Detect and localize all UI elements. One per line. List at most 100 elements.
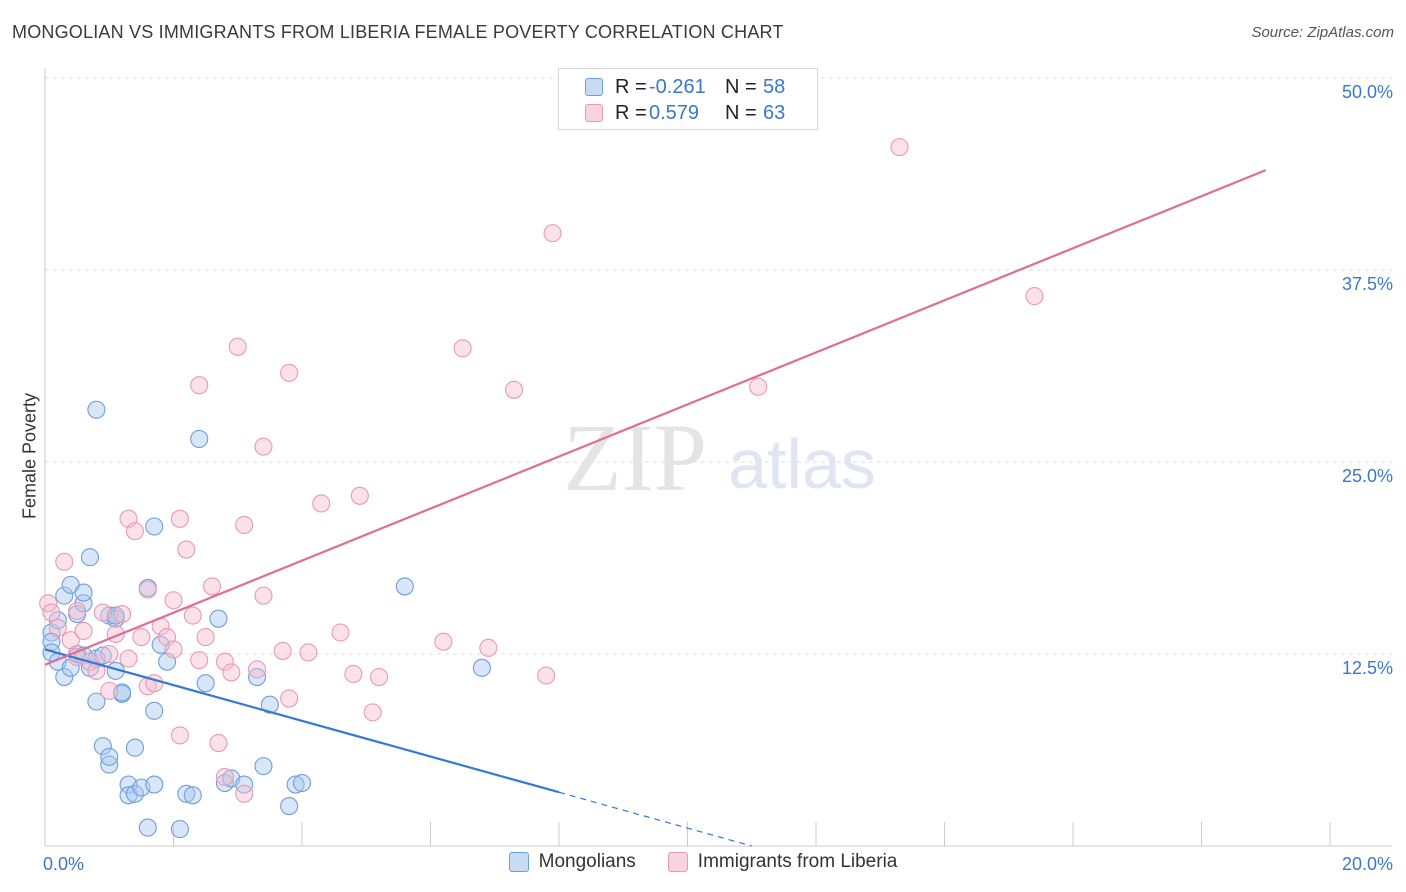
mongolians-point — [100, 747, 119, 766]
mongolians-point — [472, 658, 491, 677]
liberia-point — [273, 641, 292, 660]
liberia-point — [209, 734, 228, 753]
liberia-point — [370, 667, 389, 687]
liberia-point — [299, 643, 318, 662]
mongolians-point — [145, 701, 164, 720]
mongolians-point — [235, 775, 254, 794]
liberia-point — [344, 664, 363, 684]
mongolians-point — [286, 775, 305, 794]
liberia-point — [254, 586, 273, 605]
mongolians-point — [125, 738, 144, 757]
x-tick-label: 0.0% — [43, 854, 84, 874]
mongolians-point — [93, 737, 112, 756]
legend-n-value: 58 — [763, 75, 786, 98]
legend-r-label: R = — [615, 75, 647, 98]
mongolians-point — [74, 594, 93, 613]
liberia-point — [74, 621, 93, 641]
legend-swatch-mongolians — [585, 78, 603, 96]
liberia-point — [215, 652, 234, 671]
mongolians-point — [55, 667, 74, 687]
liberia-point — [312, 494, 331, 513]
liberia-point — [177, 540, 196, 559]
liberia-point — [42, 603, 61, 622]
liberia-point — [222, 663, 241, 682]
liberia-point — [190, 376, 209, 395]
liberia-point — [119, 649, 138, 668]
liberia-point — [132, 628, 151, 647]
series-legend-mongolians[interactable]: Mongolians — [508, 851, 636, 873]
series-legend-swatch — [508, 852, 529, 872]
series-liberia — [39, 138, 1044, 803]
legend-swatch-liberia — [585, 104, 603, 122]
mongolians-point — [170, 820, 189, 839]
mongolians-point — [190, 429, 209, 449]
liberia-point — [48, 618, 67, 637]
series-legend: Mongolians Immigrants from Liberia — [0, 851, 1406, 873]
mongolians-point — [138, 818, 157, 837]
series-legend-label: Mongolians — [538, 851, 636, 872]
trend-lines — [44, 169, 1267, 847]
liberia-point — [93, 603, 112, 622]
y-tick-label: 37.5% — [1342, 274, 1393, 294]
liberia-point — [164, 640, 183, 659]
y-tick-label: 25.0% — [1342, 466, 1393, 486]
source-label: Source: ZipAtlas.com — [1251, 24, 1394, 41]
mongolians-trend-line — [44, 648, 560, 794]
mongolians-point — [292, 773, 312, 793]
liberia-point — [331, 623, 350, 642]
chart-title: MONGOLIAN VS IMMIGRANTS FROM LIBERIA FEM… — [12, 22, 784, 42]
watermark: ZIP atlas — [563, 404, 876, 511]
mongolians-point — [55, 586, 74, 605]
watermark-zip: ZIP — [563, 404, 707, 511]
liberia-trend-line — [44, 169, 1267, 666]
series-legend-liberia[interactable]: Immigrants from Liberia — [667, 851, 898, 873]
mongolians-point — [100, 755, 119, 774]
legend-row-liberia: R = 0.579 N = 63 — [585, 101, 785, 125]
mongolians-trend-extension — [558, 791, 752, 847]
mongolians-point — [395, 577, 414, 596]
grid-lines — [45, 77, 1392, 655]
liberia-point — [543, 224, 562, 243]
liberia-point — [203, 577, 222, 596]
liberia-point — [68, 601, 87, 621]
liberia-point — [113, 605, 132, 624]
mongolians-point — [80, 548, 100, 567]
liberia-point — [228, 337, 247, 356]
tick-labels: 12.5% 25.0% 37.5% 50.0% 0.0% 20.0% — [43, 82, 1393, 874]
mongolians-point — [177, 784, 196, 803]
legend-r-label: R = — [615, 101, 647, 124]
liberia-point — [170, 509, 189, 528]
watermark-atlas: atlas — [728, 425, 876, 503]
liberia-point — [170, 726, 189, 745]
liberia-point — [280, 689, 299, 708]
liberia-point — [434, 632, 453, 651]
liberia-point — [235, 515, 254, 535]
legend-n-value: 63 — [763, 101, 786, 124]
mongolians-point — [215, 773, 234, 793]
legend-r-value: 0.579 — [649, 101, 700, 124]
liberia-point — [504, 380, 524, 399]
liberia-point — [749, 377, 768, 396]
liberia-point — [280, 363, 299, 382]
liberia-point — [247, 660, 267, 679]
liberia-point — [190, 651, 209, 670]
series-mongolians — [42, 400, 491, 839]
mongolians-point — [87, 400, 106, 419]
liberia-point — [890, 138, 909, 157]
liberia-point — [453, 339, 472, 358]
y-tick-label: 12.5% — [1342, 658, 1393, 678]
liberia-point — [1025, 287, 1044, 306]
mongolians-point — [196, 674, 215, 693]
mongolians-point — [87, 692, 106, 711]
liberia-point — [164, 591, 183, 610]
y-tick-label: 50.0% — [1342, 82, 1393, 102]
mongolians-point — [74, 583, 93, 602]
legend-n-label: N = — [725, 101, 757, 124]
x-tick-label: 20.0% — [1342, 854, 1393, 874]
liberia-point — [235, 784, 254, 803]
series-legend-label: Immigrants from Liberia — [697, 851, 898, 872]
liberia-point — [100, 644, 119, 664]
liberia-point — [350, 486, 369, 505]
mongolians-point — [280, 797, 299, 816]
